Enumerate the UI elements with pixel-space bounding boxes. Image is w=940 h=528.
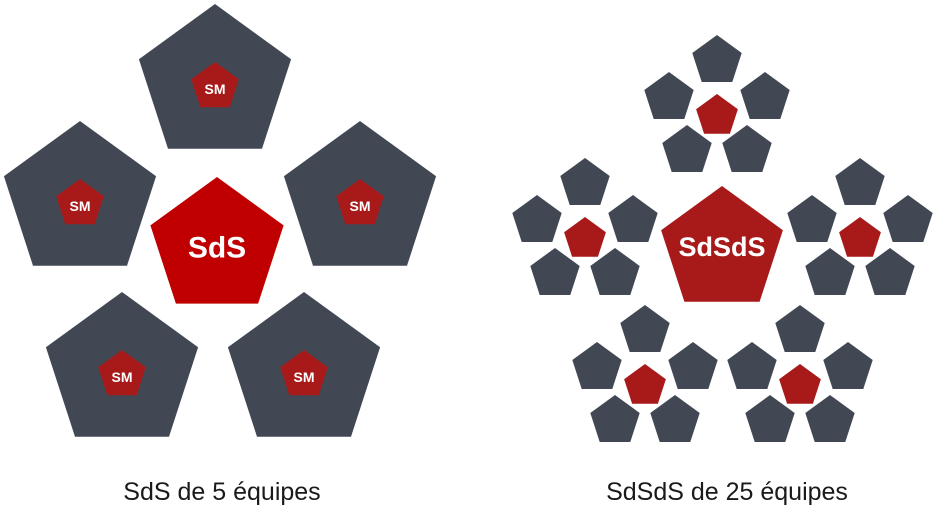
team-pentagon-icon <box>883 195 933 242</box>
scrum-master-label: SM <box>350 198 371 214</box>
left-sds-diagram: SM SM SM SM SM SdS <box>3 4 437 437</box>
scrum-master-pentagon-icon <box>336 179 384 225</box>
team-pentagon-icon <box>865 248 915 295</box>
scrum-master-pentagon-icon <box>280 350 328 396</box>
scrum-master-label: SM <box>294 369 315 385</box>
scrum-master-pentagon-icon <box>696 94 738 134</box>
team-pentagon-icon <box>787 195 837 242</box>
scrum-master-pentagon-icon <box>191 62 239 108</box>
team-pentagon-icon <box>590 395 640 442</box>
scrum-master-pentagon-icon <box>624 364 666 404</box>
sdsds-center-pentagon-icon <box>661 186 783 302</box>
team-pentagon-icon <box>740 72 790 119</box>
team-pentagon-icon <box>835 158 885 205</box>
team-pentagon-icon <box>775 305 825 352</box>
sdsds-center-label: SdSdS <box>678 232 765 262</box>
team-pentagon-icon <box>572 342 622 389</box>
team-pentagon-icon <box>590 248 640 295</box>
scrum-master-label: SM <box>205 81 226 97</box>
team-pentagon-icon <box>668 342 718 389</box>
team-pentagon-icon <box>745 395 795 442</box>
sds-center-pentagon-icon <box>150 177 284 304</box>
scrum-master-pentagon-icon <box>564 217 606 257</box>
scrum-master-label: SM <box>112 369 133 385</box>
team-pentagon-icon <box>644 72 694 119</box>
team-pentagon-icon <box>823 342 873 389</box>
scrum-master-pentagon-icon <box>56 179 104 225</box>
scrum-master-pentagon-icon <box>98 350 146 396</box>
right-sdsds-diagram: SdSdS <box>512 35 933 442</box>
scrum-master-pentagon-icon <box>839 217 881 257</box>
team-pentagon-icon <box>650 395 700 442</box>
team-pentagon-icon <box>530 248 580 295</box>
scrum-master-pentagon-icon <box>779 364 821 404</box>
team-pentagon-icon <box>805 395 855 442</box>
team-pentagon-icon <box>722 125 772 172</box>
right-caption: SdSdS de 25 équipes <box>606 478 848 506</box>
team-pentagon-icon <box>692 35 742 82</box>
team-pentagon-icon <box>805 248 855 295</box>
sds-center-label: SdS <box>188 232 246 265</box>
team-pentagon-icon <box>512 195 562 242</box>
scrum-master-label: SM <box>70 198 91 214</box>
team-pentagon-icon <box>560 158 610 205</box>
team-pentagon-icon <box>608 195 658 242</box>
team-pentagon-icon <box>727 342 777 389</box>
team-pentagon-icon <box>662 125 712 172</box>
team-pentagon-icon <box>620 305 670 352</box>
left-caption: SdS de 5 équipes <box>123 478 321 506</box>
